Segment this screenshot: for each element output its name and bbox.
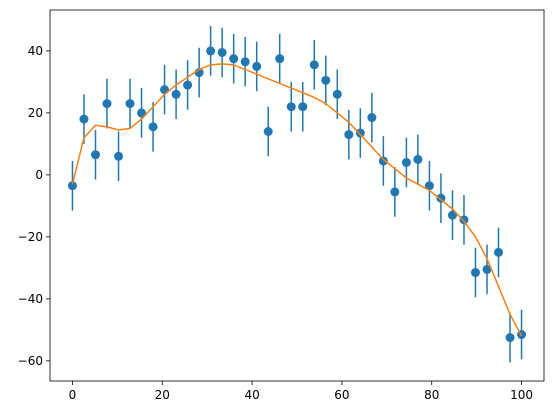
y-tick-label: 20 — [28, 106, 43, 120]
data-point — [183, 80, 193, 90]
data-point — [252, 61, 262, 71]
data-point — [436, 193, 446, 203]
data-point — [102, 99, 112, 109]
data-point — [494, 247, 504, 257]
data-point — [206, 46, 216, 56]
data-point — [160, 85, 170, 95]
data-point — [171, 89, 181, 99]
data-point — [79, 114, 89, 124]
data-point — [67, 181, 77, 191]
y-tick-label: −20 — [18, 230, 43, 244]
data-point — [114, 151, 124, 161]
data-point — [286, 102, 296, 112]
data-point — [482, 264, 492, 274]
data-point — [263, 126, 273, 136]
data-point — [137, 108, 147, 118]
data-point — [240, 57, 250, 67]
x-tick-label: 60 — [334, 388, 349, 402]
axes-frame — [49, 9, 545, 382]
data-point — [298, 102, 308, 112]
data-point — [344, 130, 354, 140]
data-point — [459, 215, 469, 225]
x-tick-label: 80 — [424, 388, 439, 402]
y-tick-label: −60 — [18, 354, 43, 368]
data-point — [90, 150, 100, 160]
data-point — [367, 113, 377, 123]
fit-line — [71, 63, 523, 337]
data-point — [229, 54, 239, 64]
data-point — [378, 156, 388, 166]
data-point — [275, 54, 285, 64]
data-point — [309, 60, 319, 70]
data-point — [390, 187, 400, 197]
x-tick-label: 40 — [244, 388, 259, 402]
data-point — [125, 99, 135, 109]
data-point — [148, 122, 158, 132]
data-point — [217, 47, 227, 57]
x-tick-label: 0 — [69, 388, 77, 402]
data-point — [401, 157, 411, 167]
data-point — [321, 75, 331, 85]
data-point — [505, 333, 515, 343]
data-point — [424, 181, 434, 191]
x-tick-label: 100 — [510, 388, 533, 402]
data-point — [470, 268, 480, 278]
y-tick-label: −40 — [18, 292, 43, 306]
x-tick-label: 20 — [155, 388, 170, 402]
y-tick-label: 0 — [35, 168, 43, 182]
data-point — [332, 89, 342, 99]
data-point — [447, 210, 457, 220]
data-point — [355, 128, 365, 138]
y-tick-label: 40 — [28, 44, 43, 58]
data-point — [413, 154, 423, 164]
